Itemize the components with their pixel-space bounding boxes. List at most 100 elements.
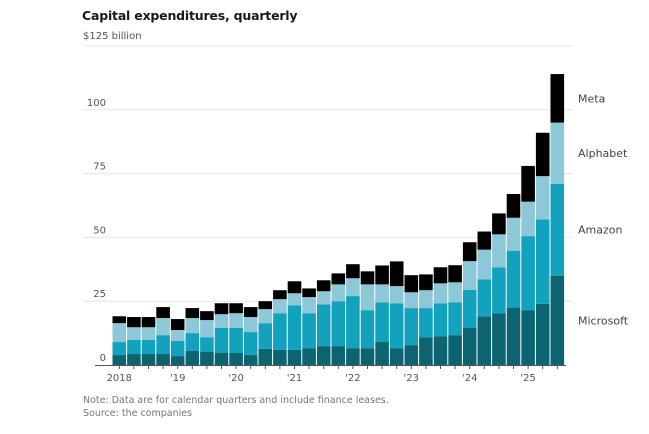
- bar-microsoft-2024-q1: [462, 327, 477, 365]
- bar-amazon-2023-q2: [419, 308, 433, 338]
- bar-alphabet-2025-q3: [550, 122, 565, 184]
- series-labels: Microsoft Amazon Alphabet Meta: [578, 92, 629, 327]
- x-axis: 2018 '19 '20 '21 '22 '23 '24 '25: [95, 365, 567, 384]
- bar-amazon-2019-q2: [185, 333, 200, 351]
- bar-alphabet-2018-q3: [141, 327, 156, 340]
- bar-meta-2018-q3: [141, 317, 156, 328]
- y-axis: 0 25 50 75 100: [87, 98, 106, 364]
- bar-meta-2019-q3: [200, 311, 214, 321]
- bar-microsoft-2020-q3: [258, 348, 273, 365]
- bar-alphabet-2019-q1: [170, 330, 185, 342]
- bar-alphabet-2022-q3: [375, 284, 389, 303]
- chart-title: Capital expenditures, quarterly: [82, 8, 298, 23]
- bar-alphabet-2019-q4: [214, 314, 229, 328]
- bar-meta-2024-q1: [462, 242, 477, 262]
- bar-meta-2024-q4: [506, 194, 521, 218]
- bar-alphabet-2023-q2: [419, 290, 433, 309]
- bar-amazon-2023-q4: [448, 302, 462, 336]
- x-tick-label: '19: [170, 373, 185, 384]
- bar-alphabet-2020-q2: [243, 317, 258, 333]
- bar-meta-2022-q2: [360, 271, 375, 285]
- bar-alphabet-2022-q4: [389, 286, 404, 304]
- bar-amazon-2021-q3: [316, 304, 331, 347]
- bar-amazon-2024-q3: [492, 267, 506, 314]
- bar-amazon-2025-q3: [550, 183, 565, 276]
- bar-alphabet-2018-q2: [127, 327, 141, 340]
- bar-meta-2021-q2: [302, 288, 316, 298]
- bar-microsoft-2020-q2: [243, 355, 258, 365]
- y-tick-label: 25: [93, 289, 106, 300]
- bar-microsoft-2018-q4: [156, 354, 170, 365]
- bar-microsoft-2020-q1: [229, 353, 243, 365]
- bar-microsoft-2022-q3: [375, 342, 389, 365]
- bar-amazon-2024-q2: [477, 279, 492, 317]
- x-tick-label: '20: [228, 373, 243, 384]
- bar-alphabet-2021-q4: [331, 284, 346, 302]
- bar-amazon-2018-q2: [127, 339, 141, 355]
- bar-amazon-2022-q3: [375, 302, 389, 343]
- bar-alphabet-2023-q4: [448, 282, 462, 303]
- bar-meta-2020-q4: [273, 290, 287, 300]
- bar-amazon-2019-q4: [214, 327, 229, 354]
- bar-amazon-2024-q4: [506, 250, 521, 308]
- bar-meta-2021-q3: [316, 280, 331, 292]
- bar-meta-2018-q1: [112, 316, 127, 324]
- bar-alphabet-2024-q1: [462, 261, 477, 290]
- bar-microsoft-2025-q2: [535, 303, 550, 365]
- bar-amazon-2020-q1: [229, 327, 243, 354]
- bar-alphabet-2022-q1: [346, 278, 360, 297]
- bar-meta-2023-q1: [404, 275, 419, 293]
- bar-amazon-2022-q4: [389, 303, 404, 349]
- bar-amazon-2024-q1: [462, 289, 477, 328]
- bar-meta-2023-q4: [448, 265, 462, 283]
- x-tick-label: '24: [462, 373, 477, 384]
- bar-meta-2025-q2: [535, 132, 550, 177]
- bar-meta-2020-q1: [229, 303, 243, 314]
- bar-amazon-2023-q1: [404, 308, 419, 346]
- bar-alphabet-2019-q3: [200, 320, 214, 338]
- bar-microsoft-2024-q3: [492, 313, 506, 365]
- bar-meta-2018-q2: [127, 317, 141, 328]
- y-tick-label: 0: [100, 353, 106, 364]
- bar-alphabet-2021-q3: [316, 291, 331, 305]
- bar-amazon-2022-q1: [346, 296, 360, 349]
- bar-alphabet-2022-q2: [360, 284, 375, 311]
- bar-alphabet-2025-q2: [535, 176, 550, 220]
- bar-meta-2018-q4: [156, 307, 170, 319]
- bar-meta-2022-q4: [389, 261, 404, 287]
- bar-alphabet-2025-q1: [521, 201, 535, 237]
- bar-meta-2023-q2: [419, 274, 433, 291]
- y-tick-label: 100: [87, 98, 106, 109]
- x-tick-label: '21: [287, 373, 302, 384]
- bar-microsoft-2019-q2: [185, 350, 200, 365]
- y-tick-label: 50: [93, 225, 106, 236]
- bar-amazon-2020-q4: [273, 313, 287, 350]
- bar-amazon-2019-q1: [170, 341, 185, 357]
- bar-microsoft-2025-q1: [521, 310, 535, 365]
- series-label-microsoft: Microsoft: [578, 314, 629, 327]
- bar-amazon-2021-q1: [287, 305, 302, 350]
- bar-microsoft-2023-q4: [448, 335, 462, 365]
- bar-microsoft-2019-q1: [170, 356, 185, 365]
- bar-microsoft-2021-q1: [287, 349, 302, 365]
- footnote: Note: Data are for calendar quarters and…: [83, 395, 389, 406]
- bar-microsoft-2021-q2: [302, 348, 316, 365]
- bar-alphabet-2023-q3: [433, 283, 448, 304]
- bar-alphabet-2024-q4: [506, 217, 521, 251]
- x-tick-label: '25: [520, 373, 535, 384]
- bar-alphabet-2020-q1: [229, 313, 243, 328]
- bar-alphabet-2021-q2: [302, 297, 316, 314]
- bar-amazon-2021-q4: [331, 301, 346, 347]
- bar-microsoft-2022-q1: [346, 348, 360, 365]
- bar-amazon-2020-q2: [243, 332, 258, 356]
- bar-meta-2020-q3: [258, 301, 273, 310]
- x-tick-label: 2018: [107, 373, 132, 384]
- bar-microsoft-2023-q2: [419, 337, 433, 365]
- bar-amazon-2021-q2: [302, 313, 316, 349]
- bar-meta-2021-q1: [287, 281, 302, 294]
- bar-alphabet-2024-q2: [477, 249, 492, 280]
- bar-microsoft-2021-q3: [316, 346, 331, 365]
- bar-meta-2025-q3: [550, 74, 565, 123]
- bar-microsoft-2022-q4: [389, 348, 404, 365]
- bar-meta-2020-q2: [243, 307, 258, 318]
